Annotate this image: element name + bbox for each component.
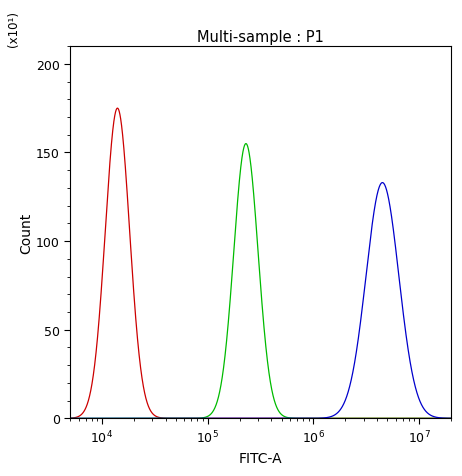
Title: Multi-sample : P1: Multi-sample : P1 [197,30,324,44]
Y-axis label: Count: Count [19,212,33,253]
X-axis label: FITC-A: FITC-A [239,451,282,465]
Text: (x10¹): (x10¹) [7,11,20,47]
